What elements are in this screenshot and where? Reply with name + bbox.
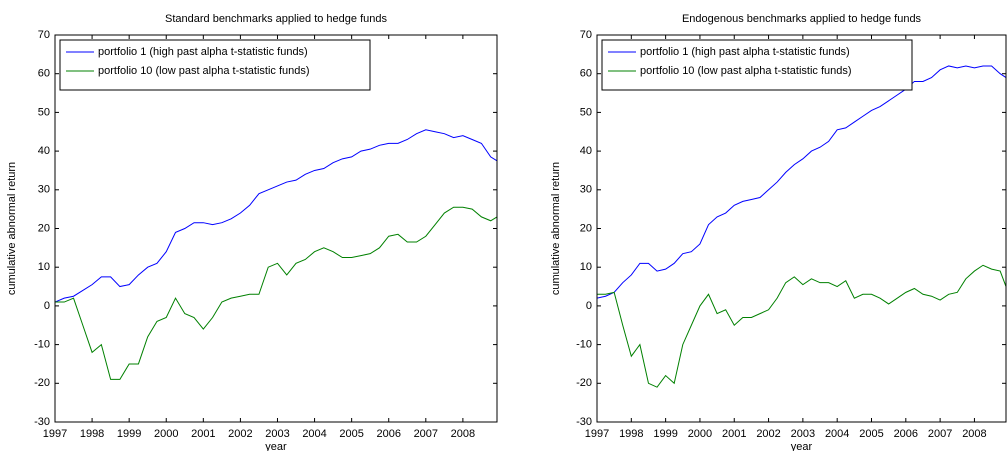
legend-label: portfolio 1 (high past alpha t-statistic…: [98, 46, 308, 58]
plot-area: [55, 35, 497, 422]
x-tick-label: 1999: [117, 428, 141, 440]
x-tick-label: 2007: [928, 428, 952, 440]
y-tick-label: 0: [586, 300, 592, 312]
y-tick-label: 30: [580, 184, 592, 196]
x-tick-label: 2000: [154, 428, 178, 440]
x-tick-label: 2007: [414, 428, 438, 440]
x-tick-label: 2003: [265, 428, 289, 440]
y-tick-label: -20: [34, 377, 50, 389]
x-axis-label: year: [791, 441, 813, 451]
x-tick-label: 2008: [962, 428, 986, 440]
y-tick-label: -30: [576, 416, 592, 428]
x-tick-label: 2002: [756, 428, 780, 440]
y-tick-label: -10: [576, 339, 592, 351]
x-tick-label: 1997: [585, 428, 609, 440]
legend-label: portfolio 10 (low past alpha t-statistic…: [98, 65, 310, 77]
x-tick-label: 2000: [688, 428, 712, 440]
x-tick-label: 1999: [653, 428, 677, 440]
y-tick-label: 10: [580, 261, 592, 273]
series-line: [55, 206, 498, 380]
legend-label: portfolio 1 (high past alpha t-statistic…: [640, 46, 850, 58]
plot-area: [597, 35, 1006, 422]
x-tick-label: 2001: [191, 428, 215, 440]
x-tick-label: 2001: [722, 428, 746, 440]
x-tick-label: 2005: [339, 428, 363, 440]
x-tick-label: 2004: [825, 428, 849, 440]
y-tick-label: 50: [580, 106, 592, 118]
axes-box: [54, 34, 498, 423]
x-tick-label: 1998: [619, 428, 643, 440]
y-tick-label: 20: [38, 222, 50, 234]
y-axis-label: cumulative abnormal return: [550, 162, 562, 295]
x-tick-label: 1997: [43, 428, 67, 440]
y-tick-label: 10: [38, 261, 50, 273]
legend-label: portfolio 10 (low past alpha t-statistic…: [640, 65, 852, 77]
legend-box: [601, 39, 913, 91]
series-line: [596, 65, 1007, 299]
x-tick-label: 2004: [302, 428, 326, 440]
y-tick-label: 50: [38, 106, 50, 118]
series-line: [597, 264, 1007, 388]
x-tick-label: 2006: [376, 428, 400, 440]
series-line: [54, 129, 498, 303]
y-tick-label: 60: [580, 68, 592, 80]
y-axis-label: cumulative abnormal return: [6, 162, 18, 295]
y-tick-label: 70: [580, 29, 592, 41]
y-tick-label: -10: [34, 339, 50, 351]
y-tick-label: 0: [44, 300, 50, 312]
y-tick-label: 30: [38, 184, 50, 196]
x-tick-label: 2002: [228, 428, 252, 440]
legend-box: [59, 39, 371, 91]
x-tick-label: 2008: [451, 428, 475, 440]
x-tick-label: 2003: [791, 428, 815, 440]
y-tick-label: -30: [34, 416, 50, 428]
y-tick-label: 40: [580, 145, 592, 157]
chart-title: Standard benchmarks applied to hedge fun…: [165, 13, 387, 25]
y-tick-label: 40: [38, 145, 50, 157]
y-tick-label: 60: [38, 68, 50, 80]
chart-title: Endogenous benchmarks applied to hedge f…: [682, 13, 922, 25]
x-tick-label: 2005: [859, 428, 883, 440]
x-axis-label: year: [265, 441, 287, 451]
y-tick-label: 70: [38, 29, 50, 41]
x-tick-label: 1998: [80, 428, 104, 440]
x-tick-label: 2006: [894, 428, 918, 440]
axes-box: [596, 34, 1007, 423]
y-tick-label: -20: [576, 377, 592, 389]
y-tick-label: 20: [580, 222, 592, 234]
